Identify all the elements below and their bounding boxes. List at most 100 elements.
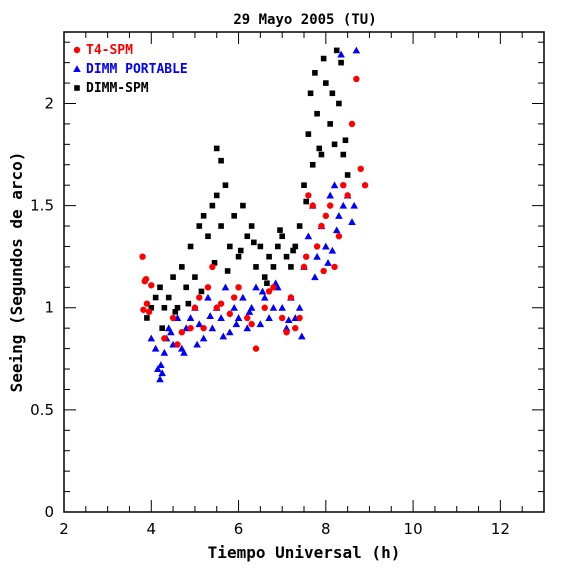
data-point — [192, 274, 198, 280]
data-point — [172, 309, 179, 315]
data-point — [295, 303, 304, 311]
data-point — [344, 172, 351, 178]
data-point — [205, 233, 211, 240]
data-point — [333, 47, 340, 54]
data-point — [311, 273, 319, 281]
data-point — [282, 324, 291, 332]
data-point — [160, 348, 169, 356]
data-point — [261, 304, 268, 311]
data-point — [318, 222, 325, 230]
data-point — [287, 294, 295, 301]
x-axis-ticks — [63, 32, 545, 512]
y-tick-label: 0 — [44, 503, 54, 521]
data-point — [198, 288, 205, 295]
data-point — [158, 369, 166, 377]
data-point — [296, 223, 303, 229]
data-point — [278, 314, 286, 322]
data-point — [206, 312, 214, 319]
data-point — [227, 243, 233, 250]
data-point — [265, 288, 273, 295]
data-point — [148, 282, 155, 289]
data-point — [180, 348, 188, 356]
data-point — [167, 328, 175, 336]
data-point — [322, 242, 330, 250]
data-point — [143, 300, 151, 307]
data-point — [298, 332, 306, 340]
y-tick-label: 1 — [44, 299, 54, 317]
data-point — [313, 252, 321, 260]
data-point — [252, 345, 260, 352]
data-point — [200, 213, 207, 219]
data-point — [157, 361, 165, 368]
data-point — [284, 316, 293, 324]
data-point — [186, 314, 195, 321]
data-point — [265, 314, 273, 321]
data-point — [300, 263, 308, 271]
data-point — [148, 304, 155, 311]
data-point — [330, 181, 339, 189]
data-point — [185, 300, 192, 307]
data-point — [288, 264, 294, 270]
data-point — [235, 253, 242, 260]
y-tick-label: 0.5 — [30, 401, 54, 419]
data-point — [159, 325, 165, 331]
data-point — [352, 46, 361, 54]
data-point — [327, 121, 333, 127]
data-point — [312, 70, 318, 76]
data-point — [213, 145, 220, 152]
data-points — [139, 46, 369, 383]
data-point — [161, 304, 168, 311]
data-point — [326, 191, 334, 199]
data-point — [140, 306, 147, 313]
data-point — [264, 280, 270, 287]
data-point — [142, 275, 150, 283]
data-point — [340, 181, 347, 189]
data-point — [340, 151, 347, 158]
data-point — [313, 243, 321, 250]
data-point — [348, 120, 356, 128]
data-point — [307, 90, 314, 97]
data-point — [338, 59, 344, 66]
data-point — [244, 233, 251, 240]
data-point — [169, 314, 177, 322]
data-point — [290, 247, 296, 254]
data-point — [269, 303, 278, 311]
data-point — [252, 283, 260, 291]
data-point — [303, 198, 309, 205]
data-point — [237, 247, 244, 254]
data-point — [253, 264, 259, 270]
data-point — [283, 253, 290, 260]
data-point — [147, 334, 156, 342]
data-point — [332, 226, 341, 234]
data-point — [165, 294, 172, 301]
data-point — [326, 202, 334, 209]
data-point — [221, 283, 230, 291]
data-point — [174, 304, 181, 311]
data-point — [187, 324, 194, 332]
data-point — [309, 161, 316, 168]
data-point — [328, 246, 337, 254]
data-point — [279, 233, 285, 240]
legend: T4-SPM DIMM PORTABLE DIMM-SPM — [73, 43, 188, 96]
data-point — [335, 212, 343, 219]
data-point — [331, 263, 338, 271]
data-point — [318, 151, 325, 158]
x-tick-label: 2 — [59, 520, 69, 538]
data-point — [200, 324, 207, 332]
series-square — [144, 47, 351, 331]
data-point — [323, 80, 329, 86]
data-point — [154, 365, 162, 373]
data-point — [261, 274, 268, 280]
y-axis-label: Seeing (Segundos de arco) — [7, 152, 26, 393]
data-point — [296, 314, 303, 322]
data-point — [257, 243, 264, 250]
data-point — [292, 243, 299, 250]
data-point — [283, 329, 290, 336]
data-point — [244, 314, 251, 322]
data-point — [248, 320, 255, 328]
data-point — [301, 182, 307, 188]
data-point — [170, 274, 176, 280]
data-point — [305, 192, 312, 199]
data-point — [339, 201, 348, 209]
